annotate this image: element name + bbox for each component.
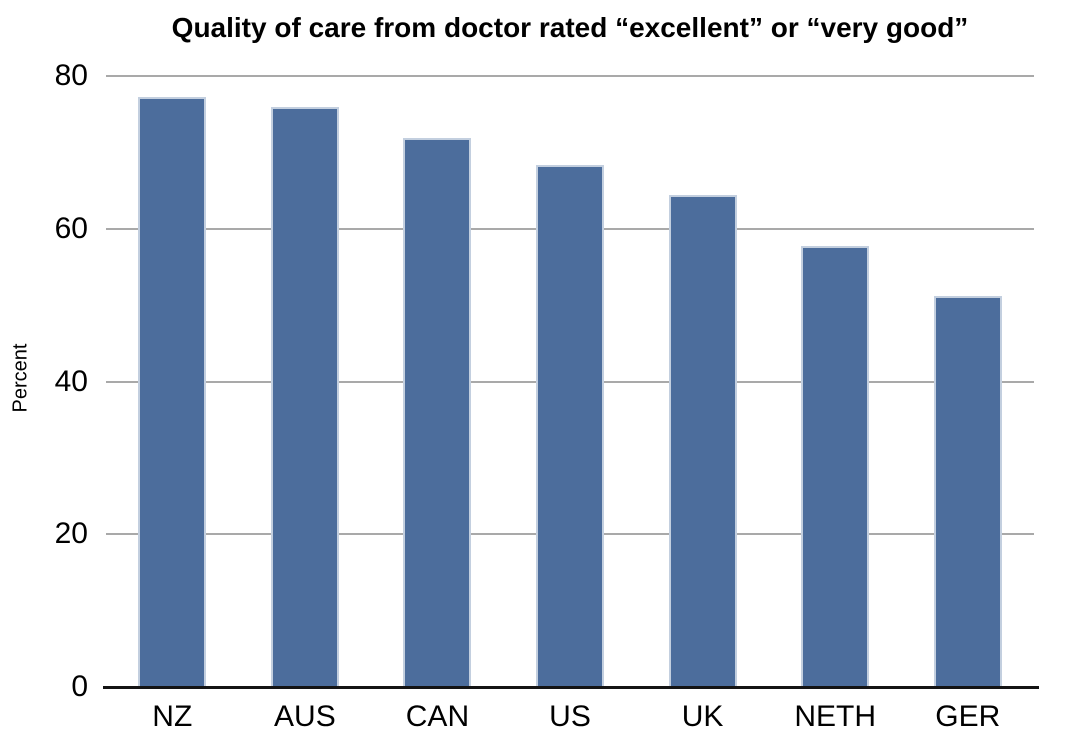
bar-neth <box>801 246 870 687</box>
x-tick-label-us: US <box>549 700 591 733</box>
x-tick-label-neth: NETH <box>794 700 877 733</box>
bar-can <box>403 137 472 687</box>
x-tick-label-aus: AUS <box>274 700 336 733</box>
y-tick-label-60: 60 <box>54 211 88 245</box>
x-tick-label-uk: UK <box>681 700 724 733</box>
y-tick-label-40: 40 <box>54 364 88 398</box>
bar-series <box>106 76 1034 687</box>
x-axis-line <box>103 686 1039 689</box>
x-tick-label-nz: NZ <box>152 700 193 733</box>
bar-slot-aus <box>239 76 372 687</box>
bar-uk <box>668 195 737 687</box>
y-tick-label-20: 20 <box>54 517 88 551</box>
bar-slot-ger <box>901 76 1034 687</box>
bar-slot-nz <box>106 76 239 687</box>
gridline-80 <box>106 75 1034 77</box>
chart-title: Quality of care from doctor rated “excel… <box>171 12 969 43</box>
x-axis-tick-labels: NZ AUS CAN US UK NETH GER <box>106 699 1034 735</box>
bar-slot-us <box>504 76 637 687</box>
bar-us <box>536 164 605 687</box>
y-tick-label-0: 0 <box>71 670 88 703</box>
y-axis-tick-labels: 0 20 40 60 80 <box>0 61 88 702</box>
bar-ger <box>933 295 1002 687</box>
bar-slot-uk <box>636 76 769 687</box>
x-tick-label-ger: GER <box>935 700 1001 733</box>
x-tick-label-can: CAN <box>405 700 470 733</box>
plot-area <box>103 75 1039 689</box>
bar-slot-can <box>371 76 504 687</box>
bar-nz <box>138 96 207 687</box>
bar-aus <box>270 106 339 687</box>
bar-slot-neth <box>769 76 902 687</box>
y-tick-label-80: 80 <box>54 59 88 92</box>
